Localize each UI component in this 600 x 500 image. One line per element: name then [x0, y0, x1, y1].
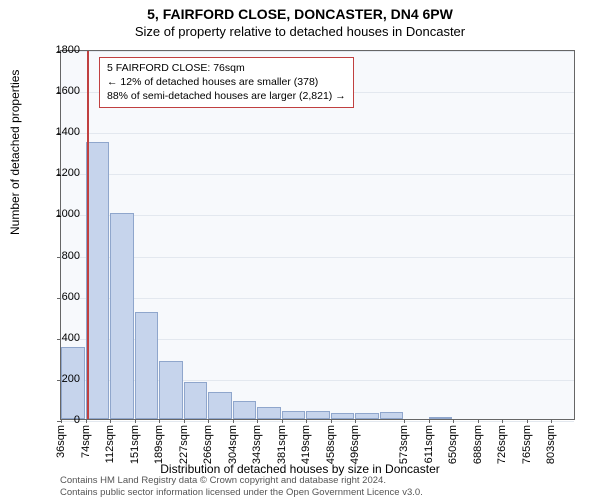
xtick-label: 151sqm	[129, 425, 141, 464]
histogram-bar	[159, 361, 183, 419]
xtick-mark	[233, 419, 234, 423]
xtick-label: 266sqm	[202, 425, 214, 464]
histogram-bar	[184, 382, 208, 419]
xtick-mark	[86, 419, 87, 423]
xtick-label: 803sqm	[545, 425, 557, 464]
ytick-label: 0	[40, 414, 80, 426]
histogram-bar	[110, 213, 134, 419]
histogram-bar	[233, 401, 257, 420]
x-axis-label: Distribution of detached houses by size …	[0, 462, 600, 476]
xtick-label: 343sqm	[251, 425, 263, 464]
plot-region: 36sqm74sqm112sqm151sqm189sqm227sqm266sqm…	[60, 50, 575, 420]
footer-credits: Contains HM Land Registry data © Crown c…	[60, 475, 423, 498]
xtick-label: 419sqm	[300, 425, 312, 464]
xtick-mark	[404, 419, 405, 423]
xtick-label: 458sqm	[325, 425, 337, 464]
xtick-mark	[478, 419, 479, 423]
gridline	[61, 174, 574, 175]
xtick-mark	[282, 419, 283, 423]
histogram-bar	[380, 412, 404, 419]
ytick-label: 1800	[40, 44, 80, 56]
xtick-label: 726sqm	[496, 425, 508, 464]
xtick-label: 650sqm	[447, 425, 459, 464]
ytick-label: 600	[40, 291, 80, 303]
gridline	[61, 421, 574, 422]
xtick-mark	[306, 419, 307, 423]
xtick-label: 573sqm	[398, 425, 410, 464]
xtick-mark	[135, 419, 136, 423]
histogram-bar	[331, 413, 355, 419]
xtick-mark	[355, 419, 356, 423]
annotation-line-1: 5 FAIRFORD CLOSE: 76sqm	[107, 61, 346, 75]
xtick-label: 765sqm	[521, 425, 533, 464]
histogram-bar	[306, 411, 330, 419]
ytick-label: 1600	[40, 85, 80, 97]
ytick-label: 1200	[40, 167, 80, 179]
gridline	[61, 51, 574, 52]
page-subtitle: Size of property relative to detached ho…	[0, 22, 600, 39]
histogram-bar	[429, 417, 453, 419]
xtick-mark	[527, 419, 528, 423]
histogram-bar	[135, 312, 159, 419]
ytick-label: 1400	[40, 126, 80, 138]
property-marker-line	[87, 51, 89, 419]
xtick-mark	[159, 419, 160, 423]
annotation-box: 5 FAIRFORD CLOSE: 76sqm← 12% of detached…	[99, 57, 354, 108]
xtick-label: 36sqm	[55, 425, 67, 458]
histogram-bar	[257, 407, 281, 419]
gridline	[61, 257, 574, 258]
xtick-mark	[551, 419, 552, 423]
xtick-label: 227sqm	[178, 425, 190, 464]
histogram-bar	[355, 413, 379, 419]
xtick-mark	[110, 419, 111, 423]
xtick-label: 74sqm	[80, 425, 92, 458]
footer-line-1: Contains HM Land Registry data © Crown c…	[60, 475, 423, 486]
gridline	[61, 133, 574, 134]
xtick-mark	[331, 419, 332, 423]
xtick-mark	[184, 419, 185, 423]
xtick-mark	[429, 419, 430, 423]
y-axis-label: Number of detached properties	[8, 70, 22, 235]
xtick-label: 381sqm	[276, 425, 288, 464]
annotation-line-3: 88% of semi-detached houses are larger (…	[107, 89, 346, 103]
histogram-bar	[86, 142, 110, 420]
gridline	[61, 298, 574, 299]
xtick-mark	[257, 419, 258, 423]
page-title: 5, FAIRFORD CLOSE, DONCASTER, DN4 6PW	[0, 0, 600, 22]
xtick-label: 611sqm	[423, 425, 435, 463]
xtick-label: 688sqm	[472, 425, 484, 464]
ytick-label: 400	[40, 332, 80, 344]
histogram-bar	[282, 411, 306, 419]
xtick-mark	[208, 419, 209, 423]
ytick-label: 800	[40, 250, 80, 262]
xtick-label: 304sqm	[227, 425, 239, 464]
xtick-label: 189sqm	[153, 425, 165, 464]
xtick-mark	[453, 419, 454, 423]
footer-line-2: Contains public sector information licen…	[60, 487, 423, 498]
annotation-line-2: ← 12% of detached houses are smaller (37…	[107, 75, 346, 89]
xtick-label: 496sqm	[349, 425, 361, 464]
ytick-label: 1000	[40, 208, 80, 220]
gridline	[61, 215, 574, 216]
chart-area: 36sqm74sqm112sqm151sqm189sqm227sqm266sqm…	[60, 50, 575, 420]
ytick-label: 200	[40, 373, 80, 385]
xtick-mark	[502, 419, 503, 423]
histogram-bar	[208, 392, 232, 419]
xtick-label: 112sqm	[104, 425, 116, 463]
